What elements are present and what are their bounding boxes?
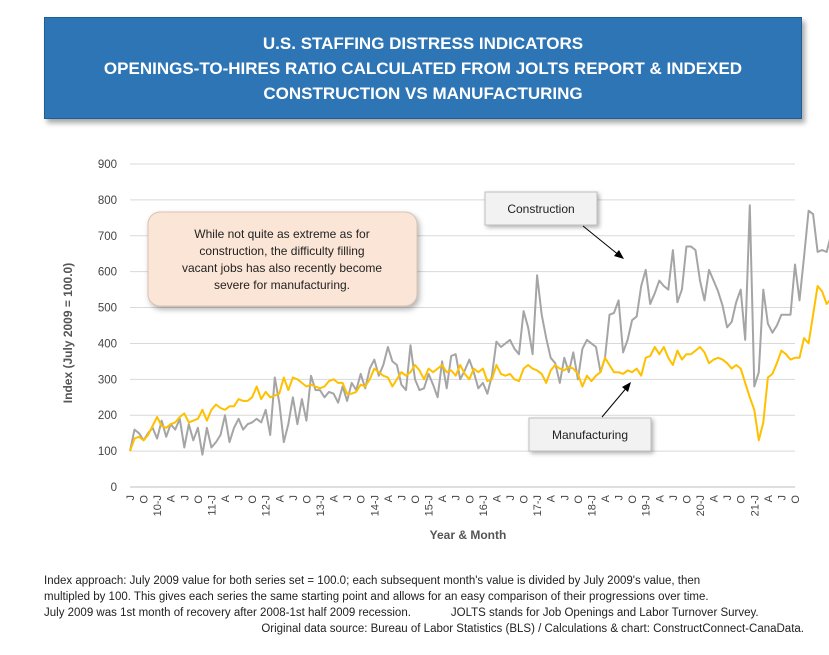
note-callout: While not quite as extreme as for constru… <box>147 211 418 307</box>
x-tick-label: 12-J <box>261 495 273 516</box>
footnote-line-1: Index approach: July 2009 value for both… <box>44 575 701 587</box>
x-axis-ticks: J O 10-J A J O 11-J A J O 12-J A J O 13-J A J O 14-J A J O 15-… <box>125 494 802 516</box>
x-tick-label: A <box>491 494 503 502</box>
x-tick-label: O <box>139 495 151 504</box>
x-tick-label: J <box>559 495 571 501</box>
x-tick-label: A <box>600 494 612 502</box>
x-tick-label: J <box>668 495 680 501</box>
x-tick-label: O <box>356 495 368 504</box>
x-tick-label: 20-J <box>695 495 707 516</box>
x-tick-label: A <box>329 494 341 502</box>
note-text: While not quite as extreme as for constru… <box>182 227 382 292</box>
x-tick-label: 13-J <box>315 495 327 516</box>
x-tick-label: A <box>383 494 395 502</box>
construction-label: Construction <box>507 202 574 216</box>
x-tick-label: J <box>125 495 137 501</box>
x-tick-label: J <box>614 495 626 501</box>
series-line-construction <box>129 204 829 456</box>
x-tick-label: A <box>763 494 775 502</box>
x-tick-label: O <box>573 495 585 504</box>
y-tick-label: 500 <box>98 303 117 315</box>
title-line-3: CONSTRUCTION VS MANUFACTURING <box>263 83 583 103</box>
x-tick-label: O <box>464 495 476 504</box>
x-tick-label: O <box>301 495 313 504</box>
y-tick-label: 200 <box>98 410 117 422</box>
x-tick-label: J <box>342 495 354 501</box>
manufacturing-arrowhead <box>622 382 631 392</box>
x-axis-label: Year & Month <box>430 528 507 542</box>
y-axis-ticks: 0 100 200 300 400 500 600 700 800 900 <box>98 159 117 494</box>
x-tick-label: O <box>193 495 205 504</box>
title-line-2: OPENINGS-TO-HIRES RATIO CALCULATED FROM … <box>103 58 743 78</box>
y-tick-label: 400 <box>98 338 117 350</box>
x-tick-label: J <box>451 495 463 501</box>
y-tick-label: 800 <box>98 195 117 207</box>
series-line-manufacturing <box>129 285 829 452</box>
x-tick-label: 16-J <box>478 495 490 516</box>
footnote-line-2: multipled by 100. This gives each series… <box>44 591 709 603</box>
chart-title-banner: U.S. STAFFING DISTRESS INDICATORS OPENIN… <box>44 17 802 119</box>
x-tick-label: O <box>681 495 693 504</box>
x-tick-label: 15-J <box>424 495 436 516</box>
x-tick-label: 10-J <box>152 495 164 516</box>
footnote-line-3: July 2009 was 1st month of recovery afte… <box>44 605 804 621</box>
x-tick-label: 17-J <box>532 495 544 516</box>
x-tick-label: O <box>410 495 422 504</box>
x-tick-label: J <box>505 495 517 501</box>
x-tick-label: J <box>234 495 246 501</box>
x-tick-label: J <box>776 495 788 501</box>
manufacturing-arrow <box>601 385 629 418</box>
y-tick-label: 600 <box>98 267 117 279</box>
footnote-recession: July 2009 was 1st month of recovery afte… <box>44 607 411 619</box>
footnote-jolts: JOLTS stands for Job Openings and Labor … <box>450 607 759 619</box>
x-tick-label: 11-J <box>206 495 218 516</box>
construction-arrowhead <box>614 250 624 259</box>
x-tick-label: A <box>437 494 449 502</box>
x-tick-label: O <box>247 495 259 504</box>
x-tick-label: O <box>519 495 531 504</box>
y-tick-label: 300 <box>98 374 117 386</box>
manufacturing-callout: Manufacturing <box>528 382 652 452</box>
x-tick-label: J <box>288 495 300 501</box>
y-tick-label: 700 <box>98 231 117 243</box>
x-tick-label: O <box>627 495 639 504</box>
x-tick-label: J <box>179 495 191 501</box>
x-tick-label: O <box>736 495 748 504</box>
footnote-source: Original data source: Bureau of Labor St… <box>261 623 804 635</box>
x-tick-label: A <box>220 494 232 502</box>
footnote: Index approach: July 2009 value for both… <box>44 573 804 637</box>
construction-arrow <box>582 225 621 257</box>
y-tick-label: 100 <box>98 446 117 458</box>
y-tick-label: 0 <box>111 482 117 494</box>
x-tick-label: A <box>546 494 558 502</box>
x-tick-label: 21-J <box>749 495 761 516</box>
x-tick-label: 19-J <box>641 495 653 516</box>
series-lines <box>129 204 829 456</box>
x-tick-label: A <box>166 494 178 502</box>
title-line-1: U.S. STAFFING DISTRESS INDICATORS <box>262 33 584 53</box>
x-tick-label: O <box>790 495 802 504</box>
y-axis-label: Index (July 2009 = 100.0) <box>61 263 75 403</box>
x-tick-label: A <box>709 494 721 502</box>
x-tick-label: 18-J <box>586 495 598 516</box>
construction-callout: Construction <box>484 191 624 259</box>
y-tick-label: 900 <box>98 159 117 171</box>
x-tick-label: J <box>396 495 408 501</box>
x-tick-label: A <box>654 494 666 502</box>
x-tick-label: 14-J <box>369 495 381 516</box>
x-tick-label: A <box>274 494 286 502</box>
x-tick-label: J <box>722 495 734 501</box>
manufacturing-label: Manufacturing <box>552 428 628 442</box>
